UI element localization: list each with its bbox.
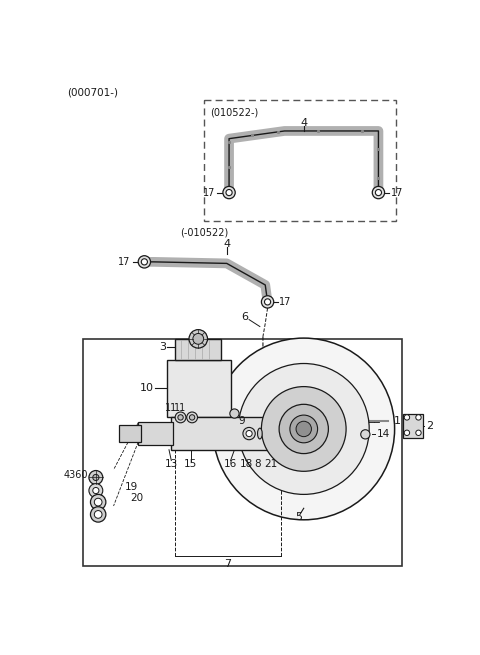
Text: 4: 4 (300, 119, 307, 128)
Circle shape (230, 409, 239, 418)
Text: 7: 7 (224, 559, 231, 569)
Text: 18: 18 (240, 458, 252, 468)
Circle shape (243, 428, 255, 440)
Text: 2: 2 (426, 421, 433, 431)
Text: 8: 8 (254, 458, 261, 468)
Circle shape (189, 329, 207, 348)
Circle shape (94, 510, 102, 518)
Circle shape (226, 189, 232, 196)
Text: (010522-): (010522-) (210, 108, 258, 118)
Circle shape (190, 415, 195, 420)
Ellipse shape (258, 428, 262, 439)
Circle shape (89, 470, 103, 485)
Bar (138, 422, 173, 445)
Text: 17: 17 (391, 187, 403, 198)
Circle shape (264, 299, 271, 305)
Circle shape (175, 412, 186, 422)
Text: 17: 17 (279, 297, 291, 307)
Circle shape (93, 474, 99, 481)
Text: 10: 10 (140, 383, 154, 393)
Text: 16: 16 (224, 458, 237, 468)
Circle shape (94, 498, 102, 506)
Circle shape (138, 255, 151, 268)
Circle shape (262, 386, 346, 472)
Bar (168, 360, 230, 417)
Text: 3: 3 (159, 341, 166, 352)
Circle shape (193, 333, 204, 345)
Text: 14: 14 (377, 429, 390, 440)
Circle shape (223, 187, 235, 198)
Circle shape (187, 412, 197, 422)
Circle shape (90, 495, 106, 510)
Circle shape (416, 430, 421, 436)
Bar (119, 425, 141, 442)
Text: 5: 5 (295, 512, 302, 523)
Text: 11: 11 (174, 403, 187, 413)
Circle shape (290, 415, 318, 443)
Text: 21: 21 (264, 458, 277, 468)
Text: 17: 17 (118, 257, 131, 267)
Circle shape (93, 487, 99, 494)
Bar (204, 100, 396, 221)
Circle shape (361, 430, 370, 439)
Text: 20: 20 (131, 493, 144, 503)
Circle shape (246, 430, 252, 437)
Circle shape (262, 296, 274, 308)
Circle shape (416, 415, 421, 420)
Circle shape (141, 259, 147, 265)
Bar (175, 339, 221, 360)
Text: 15: 15 (184, 458, 197, 468)
Circle shape (213, 338, 395, 520)
Bar (83, 339, 402, 566)
Circle shape (404, 415, 409, 420)
Circle shape (279, 404, 328, 454)
Text: 17: 17 (203, 187, 215, 198)
Bar (403, 413, 423, 438)
Text: 4: 4 (223, 239, 230, 249)
Bar (170, 417, 282, 450)
Circle shape (296, 421, 312, 437)
Text: 6: 6 (241, 312, 248, 322)
Text: 9: 9 (238, 416, 245, 426)
Text: 11: 11 (165, 403, 178, 413)
Circle shape (89, 483, 103, 498)
Circle shape (178, 415, 183, 420)
Circle shape (238, 364, 369, 495)
Text: (-010522): (-010522) (180, 227, 229, 238)
Circle shape (372, 187, 384, 198)
Text: (000701-): (000701-) (67, 88, 119, 98)
Text: 4360: 4360 (64, 470, 88, 480)
Circle shape (90, 507, 106, 522)
Text: 1: 1 (394, 416, 401, 426)
Text: 19: 19 (124, 481, 138, 492)
Circle shape (375, 189, 382, 196)
Circle shape (404, 430, 409, 436)
Text: 13: 13 (165, 458, 178, 468)
